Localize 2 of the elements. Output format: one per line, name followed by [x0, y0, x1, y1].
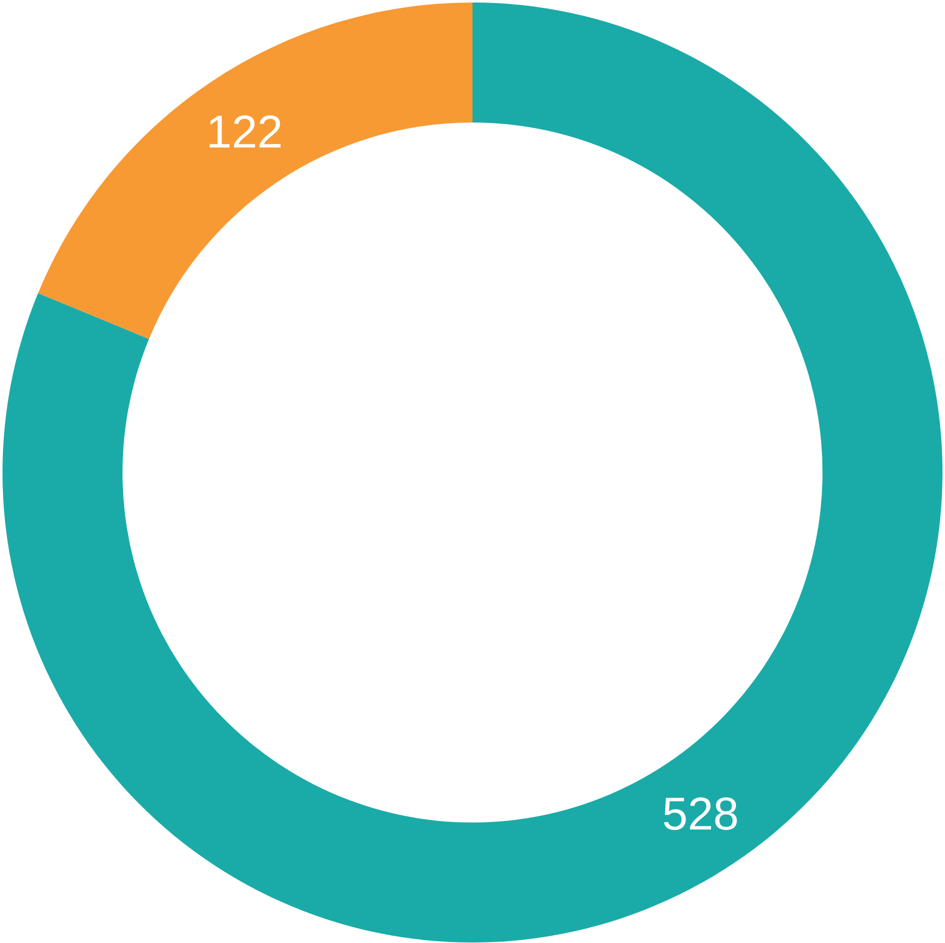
data-label: 528 [662, 787, 739, 840]
data-label: 122 [206, 106, 283, 158]
